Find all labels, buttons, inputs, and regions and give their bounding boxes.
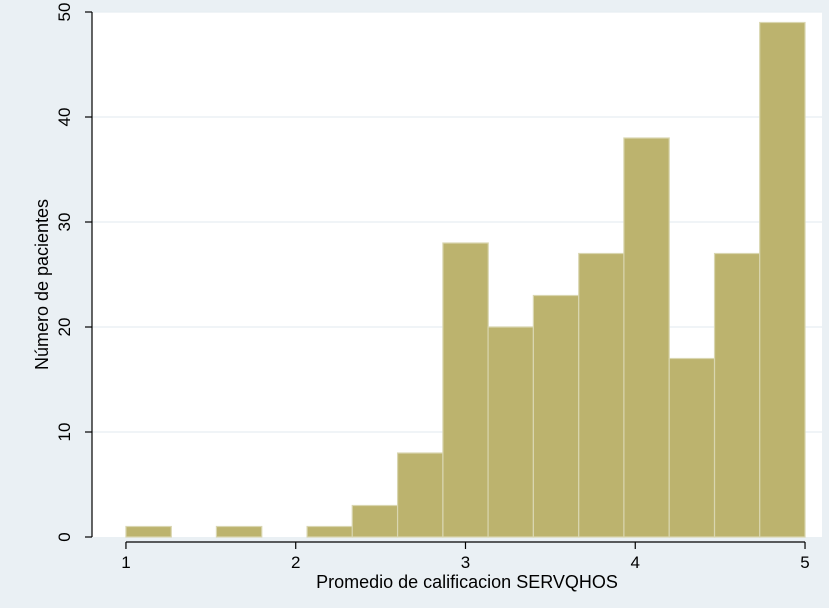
y-tick-label: 0 [55, 532, 74, 541]
x-tick-label: 1 [121, 553, 130, 572]
histogram-bar [759, 21, 806, 538]
histogram-bar [351, 504, 399, 538]
y-tick-label: 30 [55, 213, 74, 232]
histogram-bar [623, 137, 670, 538]
y-tick-label: 40 [55, 108, 74, 127]
histogram-bar [306, 525, 354, 538]
histogram-bar [215, 525, 263, 538]
histogram-bar [578, 252, 625, 538]
bars [125, 21, 806, 538]
histogram-bar [532, 294, 580, 538]
histogram-bar [487, 326, 534, 538]
histogram-bar [125, 525, 172, 538]
x-tick-label: 5 [800, 553, 809, 572]
axes: 0 10 20 30 40 50 1 2 3 4 5 [55, 3, 810, 572]
y-tick-label: 10 [55, 423, 74, 442]
x-tick-label: 2 [291, 553, 300, 572]
x-axis-title: Promedio de calificacion SERVQHOS [316, 572, 618, 592]
y-tick-label: 50 [55, 3, 74, 22]
x-tick-label: 3 [461, 553, 470, 572]
histogram-bar [713, 252, 761, 538]
y-tick-label: 20 [55, 318, 74, 337]
y-axis-title: Número de pacientes [32, 199, 52, 370]
histogram-bar [396, 452, 444, 538]
histogram-bar [668, 357, 716, 538]
x-tick-label: 4 [631, 553, 640, 572]
histogram-bar [442, 242, 489, 538]
